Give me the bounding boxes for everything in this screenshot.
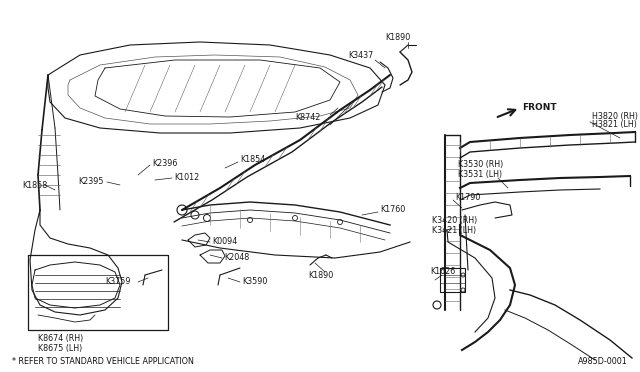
Text: K1626: K1626 [430, 267, 455, 276]
Text: K2396: K2396 [152, 158, 177, 167]
Text: K3420 (RH): K3420 (RH) [432, 215, 477, 224]
Text: K3530 (RH): K3530 (RH) [458, 160, 503, 170]
Text: K2048: K2048 [224, 253, 249, 263]
Text: K0094: K0094 [212, 237, 237, 247]
Text: H3820 (RH): H3820 (RH) [592, 112, 638, 121]
Text: K2395: K2395 [78, 177, 104, 186]
Text: K1890: K1890 [385, 32, 410, 42]
Text: K1858: K1858 [22, 180, 47, 189]
Text: K3590: K3590 [242, 278, 268, 286]
Text: A985D-0001: A985D-0001 [579, 357, 628, 366]
Text: K8742: K8742 [295, 113, 321, 122]
Text: H3821 (LH): H3821 (LH) [592, 121, 637, 129]
Text: K3421 (LH): K3421 (LH) [432, 225, 476, 234]
Text: K1760: K1760 [380, 205, 405, 215]
Text: K8674 (RH): K8674 (RH) [38, 334, 83, 343]
Text: FRONT: FRONT [522, 103, 557, 112]
Text: K1890: K1890 [308, 270, 333, 279]
Text: * REFER TO STANDARD VEHICLE APPLICATION: * REFER TO STANDARD VEHICLE APPLICATION [12, 357, 194, 366]
Text: K1790: K1790 [455, 193, 481, 202]
Text: K3437: K3437 [348, 51, 373, 60]
Text: K3531 (LH): K3531 (LH) [458, 170, 502, 180]
Text: K1854: K1854 [240, 155, 265, 164]
Text: K3759: K3759 [105, 278, 131, 286]
Text: K8675 (LH): K8675 (LH) [38, 343, 83, 353]
Text: K1012: K1012 [174, 173, 199, 183]
